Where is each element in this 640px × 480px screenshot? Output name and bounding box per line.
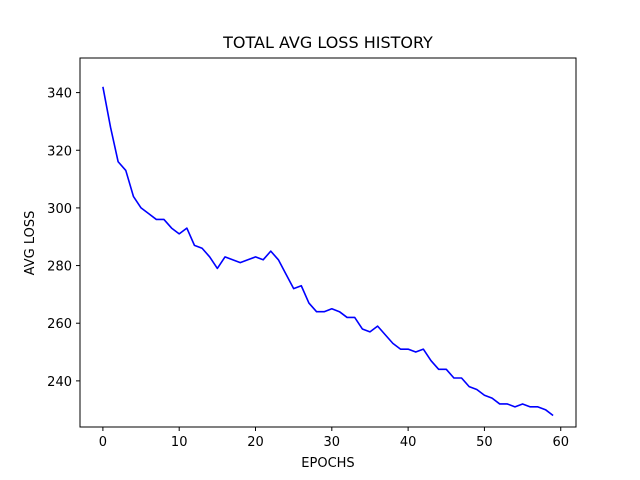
y-axis-label: AVG LOSS xyxy=(23,211,38,276)
y-tick-label: 280 xyxy=(47,260,72,275)
plot-area-frame xyxy=(79,57,577,428)
x-tick-label: 0 xyxy=(99,435,107,450)
y-tick-label: 320 xyxy=(47,144,72,159)
plot-series xyxy=(102,86,554,417)
loss-series-line xyxy=(102,86,554,417)
y-tick-label: 300 xyxy=(47,202,72,217)
x-tick-label: 30 xyxy=(324,435,341,450)
x-tick-label: 20 xyxy=(247,435,264,450)
y-tick-label: 240 xyxy=(47,375,72,390)
chart-title: TOTAL AVG LOSS HISTORY xyxy=(222,33,433,52)
y-tick-label: 260 xyxy=(47,317,72,332)
x-axis-ticks: 0 10 20 30 40 50 60 xyxy=(99,427,569,450)
x-tick-label: 40 xyxy=(400,435,417,450)
x-axis-label: EPOCHS xyxy=(301,456,354,471)
x-tick-label: 10 xyxy=(171,435,188,450)
y-tick-label: 340 xyxy=(47,87,72,102)
x-tick-label: 60 xyxy=(552,435,569,450)
y-axis-ticks: 240 260 280 300 320 340 xyxy=(47,87,80,390)
x-tick-label: 50 xyxy=(476,435,493,450)
